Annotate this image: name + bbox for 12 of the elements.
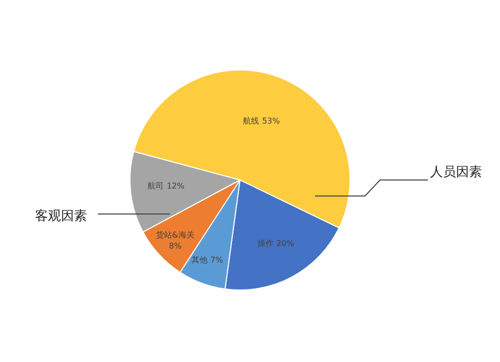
data-label: 20% — [276, 238, 295, 248]
slice-label: 货站&海关 — [156, 230, 194, 240]
slice-label: 操作 — [257, 238, 274, 248]
data-label: 8% — [168, 242, 182, 251]
data-label: 53% — [262, 116, 280, 126]
data-label: 12% — [166, 182, 185, 191]
data-label: 7% — [210, 255, 224, 264]
slice-label: 航司 — [148, 182, 164, 191]
slice-label: 其他 — [191, 255, 208, 264]
text: 人员因素 — [430, 165, 482, 180]
text: 客观因素 — [35, 208, 87, 224]
slice-label: 航线 — [243, 116, 260, 126]
